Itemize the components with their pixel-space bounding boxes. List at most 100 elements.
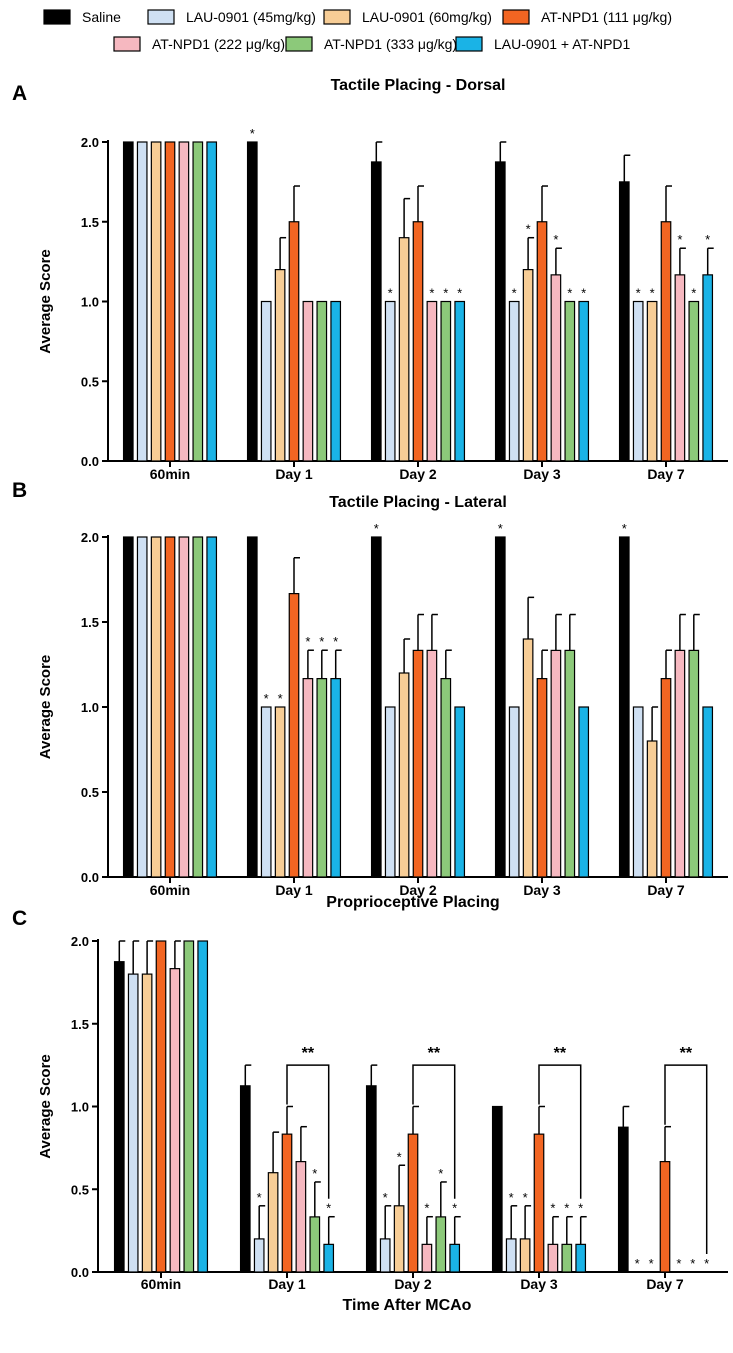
series-3: ** bbox=[150, 141, 658, 462]
bar bbox=[440, 678, 452, 878]
bar bbox=[412, 221, 424, 462]
legend: Saline LAU-0901 (45mg/kg) LAU-0901 (60mg/k… bbox=[43, 9, 672, 52]
bar bbox=[550, 649, 562, 878]
bar bbox=[206, 141, 218, 462]
legend-swatch bbox=[323, 9, 351, 25]
bar bbox=[323, 1243, 335, 1273]
bar bbox=[260, 706, 272, 878]
bar bbox=[550, 274, 562, 462]
y-tick-label: 2.0 bbox=[81, 135, 99, 150]
series-7: * * * bbox=[206, 141, 714, 462]
bar bbox=[365, 1085, 377, 1273]
bar bbox=[136, 141, 148, 462]
bar bbox=[302, 678, 314, 878]
bar bbox=[536, 221, 548, 462]
bar bbox=[617, 1126, 629, 1273]
legend-swatch bbox=[43, 9, 71, 25]
bar bbox=[141, 973, 153, 1273]
significance-star: * bbox=[581, 286, 586, 301]
significance-bracket: ** bbox=[538, 1045, 582, 1199]
significance-star: * bbox=[526, 222, 531, 237]
bar bbox=[302, 300, 314, 462]
significance-star: * bbox=[333, 634, 338, 649]
series-4 bbox=[155, 940, 671, 1273]
series-1: * * * bbox=[122, 521, 630, 878]
bar bbox=[491, 1105, 503, 1273]
bar bbox=[575, 1243, 587, 1273]
series-2: * * ** bbox=[127, 940, 640, 1273]
legend-item-5: AT-NPD1 (222 μg/kg) bbox=[113, 36, 285, 52]
bar bbox=[316, 300, 328, 462]
significance-star: * bbox=[397, 1149, 402, 1164]
bar bbox=[295, 1161, 307, 1273]
significance-star: * bbox=[438, 1166, 443, 1181]
y-tick-label: 0.0 bbox=[71, 1265, 89, 1280]
bar bbox=[246, 141, 258, 462]
series-2: * * * bbox=[136, 141, 644, 462]
series-3: *** bbox=[141, 940, 654, 1273]
y-tick-label: 0.5 bbox=[81, 785, 99, 800]
bar bbox=[426, 649, 438, 878]
legend-item-6: AT-NPD1 (333 μg/kg) bbox=[285, 36, 457, 52]
significance-star: * bbox=[704, 1256, 709, 1271]
bar bbox=[407, 1133, 419, 1273]
bar bbox=[398, 237, 410, 462]
y-tick-label: 1.5 bbox=[81, 215, 99, 230]
bar bbox=[564, 649, 576, 878]
bar bbox=[674, 649, 686, 878]
bar bbox=[508, 300, 520, 462]
series-6: * * * bbox=[192, 141, 700, 462]
bar bbox=[164, 536, 176, 878]
bar bbox=[536, 678, 548, 878]
bar bbox=[330, 300, 342, 462]
bar bbox=[267, 1172, 279, 1273]
bar bbox=[646, 740, 658, 878]
significance-star: * bbox=[443, 286, 448, 301]
x-tick-label: Day 1 bbox=[275, 466, 313, 482]
bar bbox=[246, 536, 258, 878]
significance-star: * bbox=[636, 286, 641, 301]
legend-label: LAU-0901 + AT-NPD1 bbox=[494, 36, 631, 52]
y-axis-label: Average Score bbox=[37, 249, 54, 354]
y-tick-label: 1.0 bbox=[71, 1100, 89, 1115]
y-tick-label: 0.5 bbox=[71, 1182, 89, 1197]
bar bbox=[309, 1216, 321, 1273]
significance-star: * bbox=[564, 1201, 569, 1216]
bar bbox=[379, 1238, 391, 1273]
significance-star: * bbox=[326, 1201, 331, 1216]
chart-title: Tactile Placing - Lateral bbox=[329, 494, 507, 511]
y-tick-label: 0.5 bbox=[81, 374, 99, 389]
legend-item-4: AT-NPD1 (111 μg/kg) bbox=[502, 9, 672, 25]
series-2: * bbox=[136, 536, 644, 878]
bar bbox=[288, 593, 300, 878]
y-tick-label: 1.0 bbox=[81, 295, 99, 310]
panel-letter: C bbox=[12, 907, 27, 930]
legend-swatch bbox=[285, 36, 313, 52]
significance-star: * bbox=[257, 1190, 262, 1205]
series-6: * bbox=[192, 536, 700, 878]
bar bbox=[239, 1085, 251, 1273]
bracket-label: ** bbox=[428, 1045, 441, 1062]
x-axis-title: Time After MCAo bbox=[343, 1297, 472, 1314]
significance-star: * bbox=[498, 521, 503, 536]
y-axis-label: Average Score bbox=[37, 655, 54, 760]
bar bbox=[522, 638, 534, 878]
bar bbox=[702, 706, 714, 878]
x-tick-label: Day 7 bbox=[647, 466, 685, 482]
significance-star: * bbox=[578, 1201, 583, 1216]
series-4 bbox=[164, 536, 672, 878]
bar bbox=[522, 269, 534, 462]
y-axis-label: Average Score bbox=[37, 1054, 54, 1159]
legend-label: LAU-0901 (45mg/kg) bbox=[186, 9, 316, 25]
significance-star: * bbox=[635, 1256, 640, 1271]
bar bbox=[136, 536, 148, 878]
significance-star: * bbox=[305, 634, 310, 649]
significance-star: * bbox=[383, 1190, 388, 1205]
legend-label: LAU-0901 (60mg/kg) bbox=[362, 9, 492, 25]
legend-swatch bbox=[113, 36, 141, 52]
bar bbox=[660, 221, 672, 462]
series-7: * bbox=[206, 536, 714, 878]
bar bbox=[206, 536, 218, 878]
bar bbox=[197, 940, 209, 1273]
bracket-label: ** bbox=[302, 1045, 315, 1062]
